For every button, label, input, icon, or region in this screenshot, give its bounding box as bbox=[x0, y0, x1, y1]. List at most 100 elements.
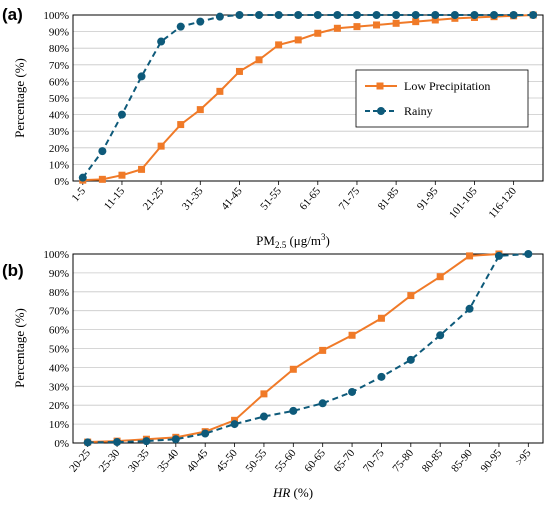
y-tick-label: 70% bbox=[49, 60, 69, 72]
x-tick-label: 75-80 bbox=[390, 447, 416, 475]
data-point-low-precipitation bbox=[289, 365, 297, 373]
data-point-low-precipitation bbox=[98, 175, 106, 183]
legend-marker-rainy bbox=[377, 107, 385, 115]
data-point-rainy bbox=[406, 355, 415, 364]
x-tick-label: 1-5 bbox=[69, 185, 88, 204]
x-title-unit: (%) bbox=[290, 485, 313, 500]
y-tick-label: 70% bbox=[49, 306, 69, 318]
data-point-rainy bbox=[436, 331, 445, 340]
data-point-low-precipitation bbox=[466, 252, 474, 260]
panel-a-series bbox=[78, 11, 538, 184]
legend-marker-low-precipitation bbox=[376, 82, 384, 90]
data-point-low-precipitation bbox=[407, 292, 415, 300]
data-point-low-precipitation bbox=[431, 16, 439, 24]
x-tick-label: 90-95 bbox=[479, 447, 505, 475]
x-tick-label: 21-25 bbox=[141, 185, 167, 213]
data-point-low-precipitation bbox=[373, 21, 381, 29]
panel-a-y-axis-title: Percentage (%) bbox=[12, 58, 27, 138]
data-point-rainy bbox=[78, 173, 87, 182]
x-title-main: HR bbox=[272, 485, 290, 500]
y-tick-label: 50% bbox=[49, 344, 69, 356]
data-point-rainy bbox=[352, 11, 361, 19]
data-point-rainy bbox=[255, 11, 264, 19]
y-tick-label: 90% bbox=[49, 268, 69, 280]
panel-b-y-axis-title: Percentage (%) bbox=[12, 308, 27, 388]
panel-b-gridlines bbox=[73, 253, 543, 444]
data-point-rainy bbox=[176, 22, 185, 31]
y-tick-label: 60% bbox=[49, 76, 69, 88]
x-tick-label: 41-45 bbox=[219, 185, 245, 213]
data-point-rainy bbox=[348, 387, 357, 396]
x-tick-label: 71-75 bbox=[337, 185, 363, 213]
data-point-rainy bbox=[98, 147, 107, 156]
x-title-superscript: 3 bbox=[321, 232, 326, 242]
legend-box bbox=[355, 69, 529, 128]
panel-a-y-ticks: 0% 10% 20% 30% 40% 50% 60% 70% 80% 90% 100% bbox=[43, 10, 69, 188]
y-tick-label: 90% bbox=[49, 27, 69, 39]
data-point-low-precipitation bbox=[412, 18, 420, 26]
y-tick-label: 0% bbox=[54, 176, 69, 188]
x-tick-label: 65-70 bbox=[332, 447, 358, 475]
data-point-low-precipitation bbox=[138, 165, 146, 173]
panel-b-label: (b) bbox=[2, 261, 24, 280]
x-title-unit-close: ) bbox=[325, 233, 329, 248]
y-tick-label: 100% bbox=[43, 249, 69, 261]
x-tick-label: 101-105 bbox=[447, 185, 480, 221]
data-point-rainy bbox=[313, 11, 322, 19]
legend-label-low-precipitation: Low Precipitation bbox=[404, 79, 490, 93]
y-tick-label: 50% bbox=[49, 93, 69, 105]
panel-a-x-axis-title: PM2.5 (μg/m3) bbox=[256, 232, 330, 250]
panel-a-legend: Low Precipitation Rainy bbox=[355, 69, 529, 128]
data-point-rainy bbox=[465, 304, 474, 313]
data-point-low-precipitation bbox=[353, 23, 361, 31]
x-tick-label: 51-55 bbox=[258, 185, 284, 213]
data-point-rainy bbox=[509, 11, 518, 19]
data-point-low-precipitation bbox=[216, 87, 224, 95]
x-tick-label: 80-85 bbox=[420, 447, 446, 475]
data-point-low-precipitation bbox=[196, 106, 204, 114]
data-point-low-precipitation bbox=[260, 390, 268, 398]
data-point-rainy bbox=[142, 437, 151, 446]
data-point-low-precipitation bbox=[235, 67, 243, 75]
y-tick-label: 10% bbox=[49, 159, 69, 171]
data-point-low-precipitation bbox=[377, 314, 385, 322]
data-point-rainy bbox=[333, 11, 342, 19]
y-tick-label: 30% bbox=[49, 381, 69, 393]
data-point-rainy bbox=[318, 399, 327, 408]
data-point-low-precipitation bbox=[255, 56, 263, 64]
panel-b-x-ticks: 20-25 25-30 30-35 35-40 40-45 45-50 50-55 55-60… bbox=[67, 443, 534, 475]
y-tick-label: 80% bbox=[49, 43, 69, 55]
data-point-rainy bbox=[377, 372, 386, 381]
data-point-rainy bbox=[215, 12, 224, 21]
y-tick-label: 10% bbox=[49, 419, 69, 431]
panel-b-y-ticks: 0% 10% 20% 30% 40% 50% 60% 70% 80% 90% 100% bbox=[43, 249, 69, 450]
data-point-low-precipitation bbox=[348, 331, 356, 339]
data-point-low-precipitation bbox=[157, 142, 165, 150]
panel-a-label: (a) bbox=[2, 5, 23, 24]
x-tick-label: >95 bbox=[513, 447, 534, 468]
data-point-rainy bbox=[490, 11, 499, 19]
data-point-rainy bbox=[117, 110, 126, 119]
series-line-rainy bbox=[87, 253, 529, 444]
panel-b-x-axis-title: HR (%) bbox=[272, 485, 313, 500]
data-point-rainy bbox=[196, 17, 205, 26]
data-point-low-precipitation bbox=[275, 41, 283, 49]
panel-b: (b) 0% 10% 20% 30% 40% 50% 60% 70% 80% 90% 100% 20… bbox=[2, 249, 544, 500]
data-point-rainy bbox=[294, 11, 303, 19]
legend-label-rainy: Rainy bbox=[404, 104, 433, 118]
panel-a-x-ticks: 1-5 11-15 21-25 31-35 41-45 51-55 61-65 71-75 81… bbox=[69, 181, 519, 221]
data-point-low-precipitation bbox=[294, 36, 302, 44]
y-tick-label: 60% bbox=[49, 325, 69, 337]
y-tick-label: 40% bbox=[49, 362, 69, 374]
data-point-low-precipitation bbox=[333, 24, 341, 32]
panel-b-plot-frame bbox=[72, 253, 544, 444]
data-point-low-precipitation bbox=[319, 346, 327, 354]
x-tick-label: 60-65 bbox=[302, 447, 328, 475]
panel-a: (a) 0% 10% 20% 30% 40% 50% 60% 70% 80% 90% 100% 1-… bbox=[2, 5, 544, 250]
data-point-low-precipitation bbox=[118, 171, 126, 179]
x-tick-label: 11-15 bbox=[102, 185, 128, 212]
y-tick-label: 20% bbox=[49, 400, 69, 412]
data-point-rainy bbox=[113, 438, 122, 447]
data-point-low-precipitation bbox=[314, 29, 322, 37]
panel-b-series bbox=[83, 250, 533, 447]
